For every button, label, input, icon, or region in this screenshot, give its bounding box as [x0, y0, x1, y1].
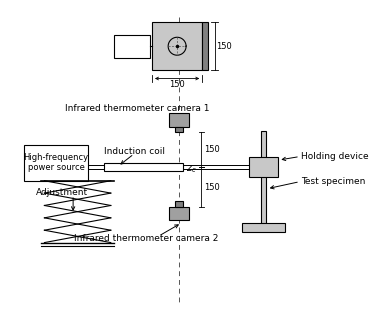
Text: Adjustment: Adjustment [36, 188, 88, 197]
Text: 150: 150 [204, 145, 220, 154]
Text: Induction coil: Induction coil [104, 147, 165, 156]
Bar [242, 223, 285, 232]
Bar [169, 207, 189, 220]
Bar [24, 145, 88, 181]
Text: Infrared thermometer camera 2: Infrared thermometer camera 2 [74, 233, 219, 242]
Text: Test specimen: Test specimen [301, 177, 365, 186]
Text: 150: 150 [216, 42, 232, 51]
Text: 150: 150 [169, 80, 185, 89]
Text: $z_c$: $z_c$ [186, 163, 197, 175]
Bar [202, 22, 208, 71]
Bar [104, 163, 183, 171]
Text: Holding device: Holding device [301, 152, 368, 161]
Bar [169, 113, 189, 127]
Text: Infrared thermometer camera 1: Infrared thermometer camera 1 [65, 104, 210, 113]
Bar [114, 34, 150, 58]
Bar [261, 131, 266, 228]
Bar [175, 201, 183, 207]
Text: High-frequency
power source: High-frequency power source [24, 153, 89, 173]
Bar [249, 157, 278, 177]
Bar [152, 22, 202, 71]
Bar [175, 127, 183, 132]
Text: 150: 150 [204, 183, 220, 192]
